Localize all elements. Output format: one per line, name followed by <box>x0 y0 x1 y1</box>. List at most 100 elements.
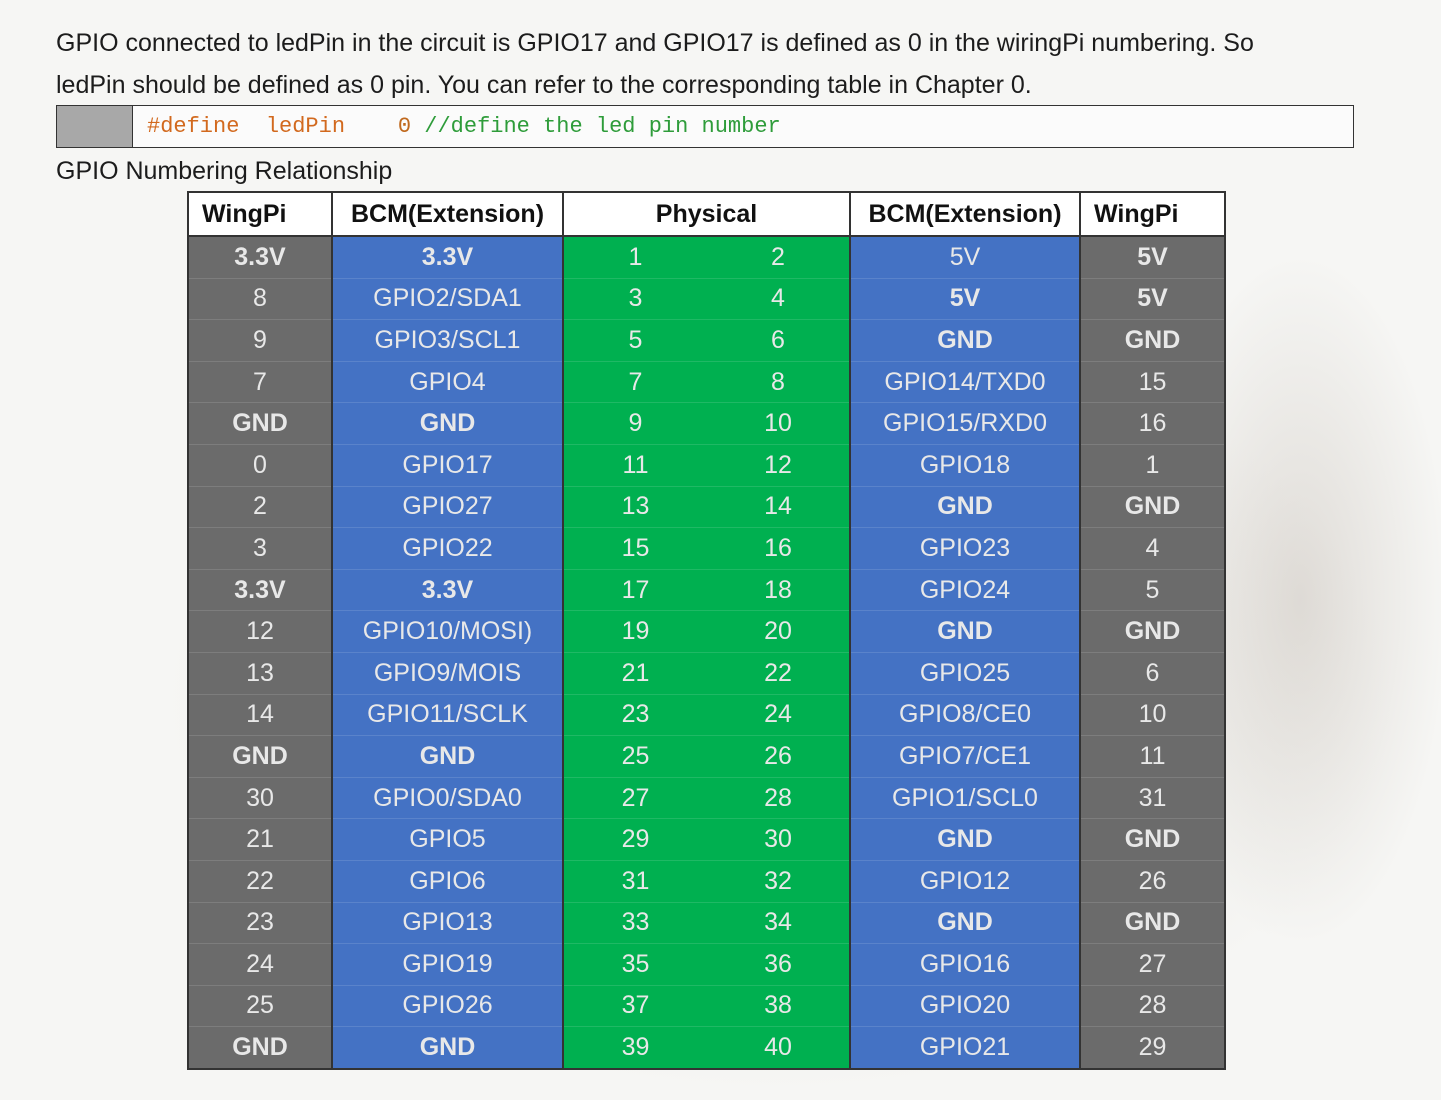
wiringpi-right-cell: GND <box>1080 901 1225 944</box>
physical-even-cell: 22 <box>707 651 851 695</box>
physical-odd-cell: 31 <box>563 859 707 902</box>
table-row: 14 GPIO11/SCLK 23 24 GPIO8/CE0 10 <box>188 693 1225 736</box>
physical-even-cell: 28 <box>707 776 851 819</box>
wiringpi-right-cell: GND <box>1080 818 1225 861</box>
physical-even-cell: 40 <box>707 1026 851 1069</box>
wiringpi-right-cell: 15 <box>1080 360 1225 403</box>
table-row: 23 GPIO13 33 34 GND GND <box>188 901 1225 944</box>
bcm-right-cell: GPIO16 <box>850 943 1081 986</box>
table-row: 21 GPIO5 29 30 GND GND <box>188 818 1225 861</box>
wiringpi-left-cell: GND <box>188 402 333 445</box>
physical-even-cell: 18 <box>707 568 851 611</box>
physical-even-cell: 32 <box>707 859 851 902</box>
bcm-right-cell: GPIO24 <box>850 568 1081 611</box>
bcm-left-cell: GPIO27 <box>332 485 564 528</box>
wiringpi-left-cell: GND <box>188 1026 333 1069</box>
wiringpi-left-cell: 21 <box>188 818 333 861</box>
bcm-right-cell: GND <box>850 901 1081 944</box>
wiringpi-left-cell: 3.3V <box>188 568 333 611</box>
bcm-left-cell: GPIO4 <box>332 360 564 403</box>
bcm-left-cell: GPIO19 <box>332 943 564 986</box>
wiringpi-right-cell: 10 <box>1080 693 1225 736</box>
wiringpi-left-cell: 14 <box>188 693 333 736</box>
physical-even-cell: 30 <box>707 818 851 861</box>
bcm-left-cell: 3.3V <box>332 236 564 279</box>
bcm-right-cell: GPIO12 <box>850 859 1081 902</box>
code-comment: //define the led pin number <box>424 114 781 139</box>
bcm-left-cell: GND <box>332 402 564 445</box>
table-row: 12 GPIO10/MOSI) 19 20 GND GND <box>188 610 1225 653</box>
intro-line-2: ledPin should be defined as 0 pin. You c… <box>56 71 1032 99</box>
table-row: GND GND 25 26 GPIO7/CE1 11 <box>188 735 1225 778</box>
physical-even-cell: 38 <box>707 984 851 1027</box>
wiringpi-left-cell: 3.3V <box>188 236 333 279</box>
bcm-left-cell: GPIO17 <box>332 443 564 487</box>
physical-odd-cell: 33 <box>563 901 707 944</box>
physical-odd-cell: 7 <box>563 360 707 403</box>
bcm-left-cell: GPIO2/SDA1 <box>332 277 564 320</box>
header-wiringpi-right: WingPi <box>1079 191 1226 237</box>
table-row: 9 GPIO3/SCL1 5 6 GND GND <box>188 319 1225 362</box>
wiringpi-right-cell: GND <box>1080 485 1225 528</box>
bcm-right-cell: GND <box>850 485 1081 528</box>
wiringpi-left-cell: 2 <box>188 485 333 528</box>
physical-odd-cell: 13 <box>563 485 707 528</box>
physical-odd-cell: 27 <box>563 776 707 819</box>
physical-odd-cell: 25 <box>563 735 707 778</box>
bcm-left-cell: GPIO13 <box>332 901 564 944</box>
physical-even-cell: 8 <box>707 360 851 403</box>
physical-even-cell: 10 <box>707 402 851 445</box>
bcm-left-cell: GPIO5 <box>332 818 564 861</box>
wiringpi-left-cell: 3 <box>188 527 333 570</box>
table-row: 24 GPIO19 35 36 GPIO16 27 <box>188 943 1225 986</box>
wiringpi-left-cell: 24 <box>188 943 333 986</box>
bcm-left-cell: 3.3V <box>332 568 564 611</box>
bcm-left-cell: GPIO26 <box>332 984 564 1027</box>
table-row: 3.3V 3.3V 17 18 GPIO24 5 <box>188 568 1225 611</box>
table-row: GND GND 39 40 GPIO21 29 <box>188 1026 1225 1069</box>
physical-even-cell: 24 <box>707 693 851 736</box>
bcm-right-cell: GPIO7/CE1 <box>850 735 1081 778</box>
table-row: GND GND 9 10 GPIO15/RXD0 16 <box>188 402 1225 445</box>
table-row: 7 GPIO4 7 8 GPIO14/TXD0 15 <box>188 360 1225 403</box>
physical-even-cell: 26 <box>707 735 851 778</box>
bcm-left-cell: GND <box>332 735 564 778</box>
physical-even-cell: 20 <box>707 610 851 653</box>
wiringpi-right-cell: 28 <box>1080 984 1225 1027</box>
wiringpi-left-cell: 13 <box>188 651 333 695</box>
bcm-right-cell: GPIO14/TXD0 <box>850 360 1081 403</box>
wiringpi-right-cell: 29 <box>1080 1026 1225 1069</box>
wiringpi-right-cell: 1 <box>1080 443 1225 487</box>
bcm-right-cell: GND <box>850 818 1081 861</box>
table-body: 3.3V 3.3V 1 2 5V 5V 8 GPIO2/SDA1 3 4 5V 5V 9 GPIO3/SC… <box>188 236 1225 1069</box>
bcm-left-cell: GPIO11/SCLK <box>332 693 564 736</box>
header-wiringpi-left: WingPi <box>187 191 333 237</box>
bcm-left-cell: GPIO22 <box>332 527 564 570</box>
wiringpi-left-cell: 7 <box>188 360 333 403</box>
bcm-left-cell: GPIO10/MOSI) <box>332 610 564 653</box>
table-row: 13 GPIO9/MOIS 21 22 GPIO25 6 <box>188 651 1225 695</box>
wiringpi-left-cell: 9 <box>188 319 333 362</box>
physical-odd-cell: 5 <box>563 319 707 362</box>
bcm-right-cell: GND <box>850 319 1081 362</box>
wiringpi-left-cell: GND <box>188 735 333 778</box>
wiringpi-left-cell: 22 <box>188 859 333 902</box>
physical-odd-cell: 3 <box>563 277 707 320</box>
physical-odd-cell: 1 <box>563 236 707 279</box>
table-row: 3.3V 3.3V 1 2 5V 5V <box>188 236 1225 279</box>
bcm-right-cell: GPIO20 <box>850 984 1081 1027</box>
bcm-right-cell: GPIO21 <box>850 1026 1081 1069</box>
physical-even-cell: 4 <box>707 277 851 320</box>
physical-even-cell: 6 <box>707 319 851 362</box>
table-row: 0 GPIO17 11 12 GPIO18 1 <box>188 443 1225 487</box>
bcm-right-cell: GPIO18 <box>850 443 1081 487</box>
wiringpi-left-cell: 30 <box>188 776 333 819</box>
bcm-right-cell: GND <box>850 610 1081 653</box>
physical-odd-cell: 35 <box>563 943 707 986</box>
wiringpi-left-cell: 23 <box>188 901 333 944</box>
header-bcm-right: BCM(Extension) <box>849 191 1081 237</box>
table-row: 30 GPIO0/SDA0 27 28 GPIO1/SCL0 31 <box>188 776 1225 819</box>
physical-odd-cell: 11 <box>563 443 707 487</box>
wiringpi-left-cell: 25 <box>188 984 333 1027</box>
wiringpi-right-cell: 5V <box>1080 236 1225 279</box>
